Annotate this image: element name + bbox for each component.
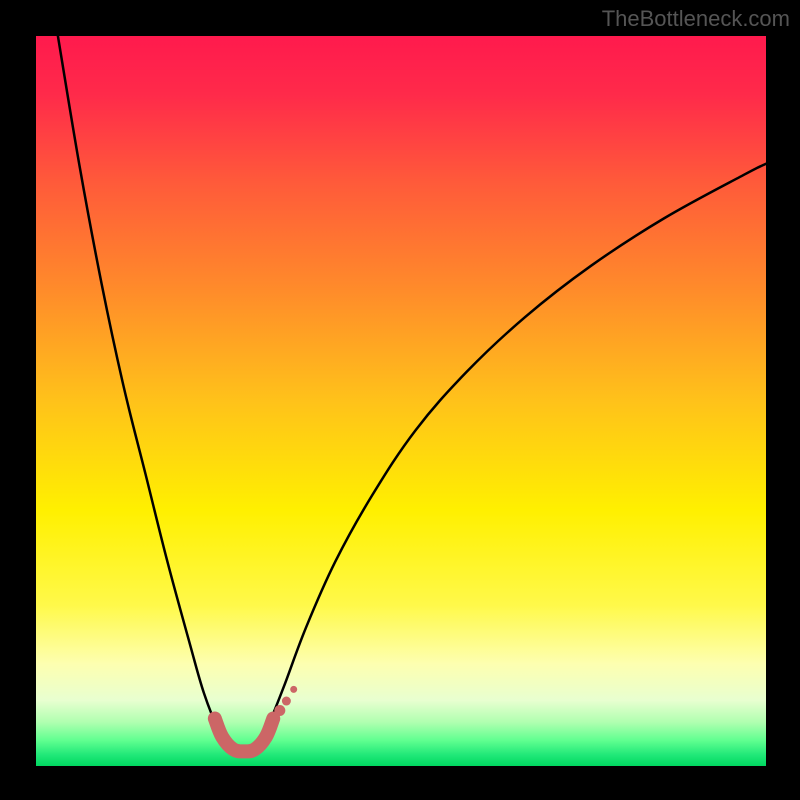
watermark-text: TheBottleneck.com (602, 6, 790, 32)
bottleneck-curve (58, 36, 766, 747)
chart-container: { "watermark": { "text": "TheBottleneck.… (0, 0, 800, 800)
plot-area (36, 36, 766, 766)
optimal-marker (215, 719, 273, 752)
curve-layer (36, 36, 766, 766)
